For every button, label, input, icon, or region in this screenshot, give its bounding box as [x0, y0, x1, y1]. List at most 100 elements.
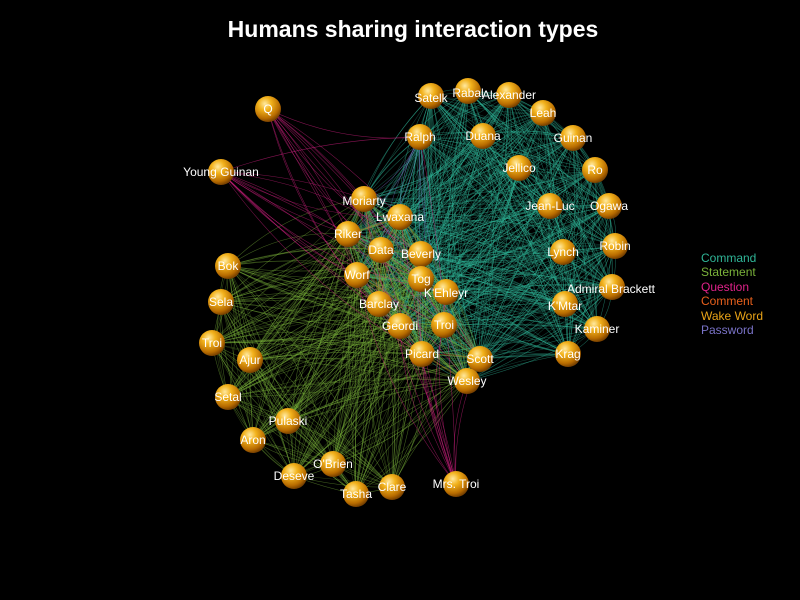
graph-edge: [419, 136, 551, 207]
graph-edge: [445, 291, 598, 330]
node-label: Duana: [465, 129, 501, 143]
graph-edge: [287, 325, 401, 422]
graph-edge: [445, 112, 544, 293]
graph-edge: [363, 198, 457, 485]
graph-edge: [363, 198, 613, 288]
graph-node: Deseve: [274, 463, 315, 489]
graph-edge: [293, 380, 468, 477]
graph-node: Guinan: [554, 125, 592, 151]
graph-edge: [399, 286, 613, 327]
graph-edge: [467, 90, 564, 253]
node-sphere: [443, 471, 469, 497]
node-sphere: [366, 291, 392, 317]
graph-edge: [252, 325, 401, 441]
graph-edge: [420, 205, 610, 255]
graph-edge: [419, 136, 566, 305]
graph-node: Scott: [466, 346, 494, 372]
graph-edge: [443, 205, 610, 326]
graph-node: Kaminer: [575, 316, 619, 342]
graph-edge: [420, 205, 551, 255]
graph-node: Rabal: [452, 78, 484, 104]
node-label: Beverly: [401, 247, 441, 261]
legend: Command Statement Question Comment Wake Word…: [701, 251, 763, 337]
node-label: Worf: [344, 268, 370, 282]
graph-edge: [378, 112, 544, 305]
graph-edge: [293, 274, 358, 477]
graph-edge: [419, 131, 574, 139]
graph-edge: [252, 303, 380, 441]
graph-edge: [419, 136, 564, 253]
graph-edge: [220, 297, 401, 327]
graph-edge: [479, 169, 596, 360]
graph-edge: [479, 112, 544, 360]
graph-edge: [363, 169, 596, 200]
graph-edge: [249, 357, 481, 361]
graph-edge: [420, 253, 598, 330]
graph-edge: [419, 278, 457, 485]
graph-edge: [363, 188, 551, 207]
graph-edge: [518, 167, 613, 288]
graph-edge: [227, 265, 235, 398]
node-sphere: [555, 341, 581, 367]
graph-edge: [378, 284, 613, 305]
graph-edge: [419, 136, 574, 140]
graph-edge: [267, 108, 421, 139]
graph-edge: [220, 136, 421, 173]
graph-edge: [220, 171, 401, 218]
graph-edge: [249, 359, 393, 488]
graph-edge: [220, 274, 358, 303]
graph-edge: [467, 90, 610, 207]
graph-edge: [419, 112, 544, 138]
graph-edge: [220, 278, 422, 303]
graph-node: Satelk: [414, 83, 449, 109]
graph-node: Sela: [208, 289, 234, 315]
node-sphere: [537, 193, 563, 219]
graph-node: Leah: [530, 100, 556, 126]
graph-edge: [227, 248, 382, 267]
graph-edge: [482, 135, 569, 355]
graph-edge: [420, 278, 566, 305]
graph-edge: [419, 136, 569, 355]
graph-edge: [227, 324, 445, 398]
graph-edge: [227, 396, 393, 488]
graph-edge: [466, 286, 613, 382]
graph-edge: [399, 199, 551, 218]
graph-edge: [356, 274, 481, 360]
graph-edge: [443, 302, 566, 326]
node-label: Lynch: [547, 245, 579, 259]
graph-node: Ogawa: [590, 193, 628, 219]
node-sphere: [470, 123, 496, 149]
graph-edge: [479, 167, 520, 360]
node-sphere: [582, 157, 608, 183]
graph-edge: [332, 324, 445, 465]
node-label: Ogawa: [590, 199, 628, 213]
node-sphere: [506, 155, 532, 181]
graph-node: Data: [368, 237, 394, 263]
graph-edge: [363, 198, 447, 293]
graph-edge: [466, 328, 598, 382]
graph-edge: [421, 353, 457, 485]
graph-edge: [249, 359, 357, 495]
graph-node: Picard: [405, 341, 439, 367]
node-sphere: [454, 368, 480, 394]
node-label: Deseve: [274, 469, 315, 483]
node-label: Ajur: [239, 353, 260, 367]
node-sphere: [320, 451, 346, 477]
node-label: Troi: [202, 336, 222, 350]
graph-node: Ralph: [404, 124, 436, 150]
graph-node: Alexander: [482, 82, 536, 108]
graph-edge: [399, 112, 544, 218]
graph-edge: [220, 301, 401, 327]
node-label: Ralph: [404, 130, 435, 144]
graph-node: Krag: [555, 341, 581, 367]
graph-edge: [445, 135, 484, 293]
graph-edge: [445, 286, 613, 296]
graph-edge: [227, 216, 401, 267]
graph-edge: [220, 301, 295, 477]
graph-edge: [567, 205, 610, 355]
graph-edge: [420, 169, 596, 255]
node-sphere: [215, 253, 241, 279]
graph-edge: [399, 284, 613, 327]
graph-edge: [435, 324, 457, 485]
graph-edge: [287, 358, 481, 422]
